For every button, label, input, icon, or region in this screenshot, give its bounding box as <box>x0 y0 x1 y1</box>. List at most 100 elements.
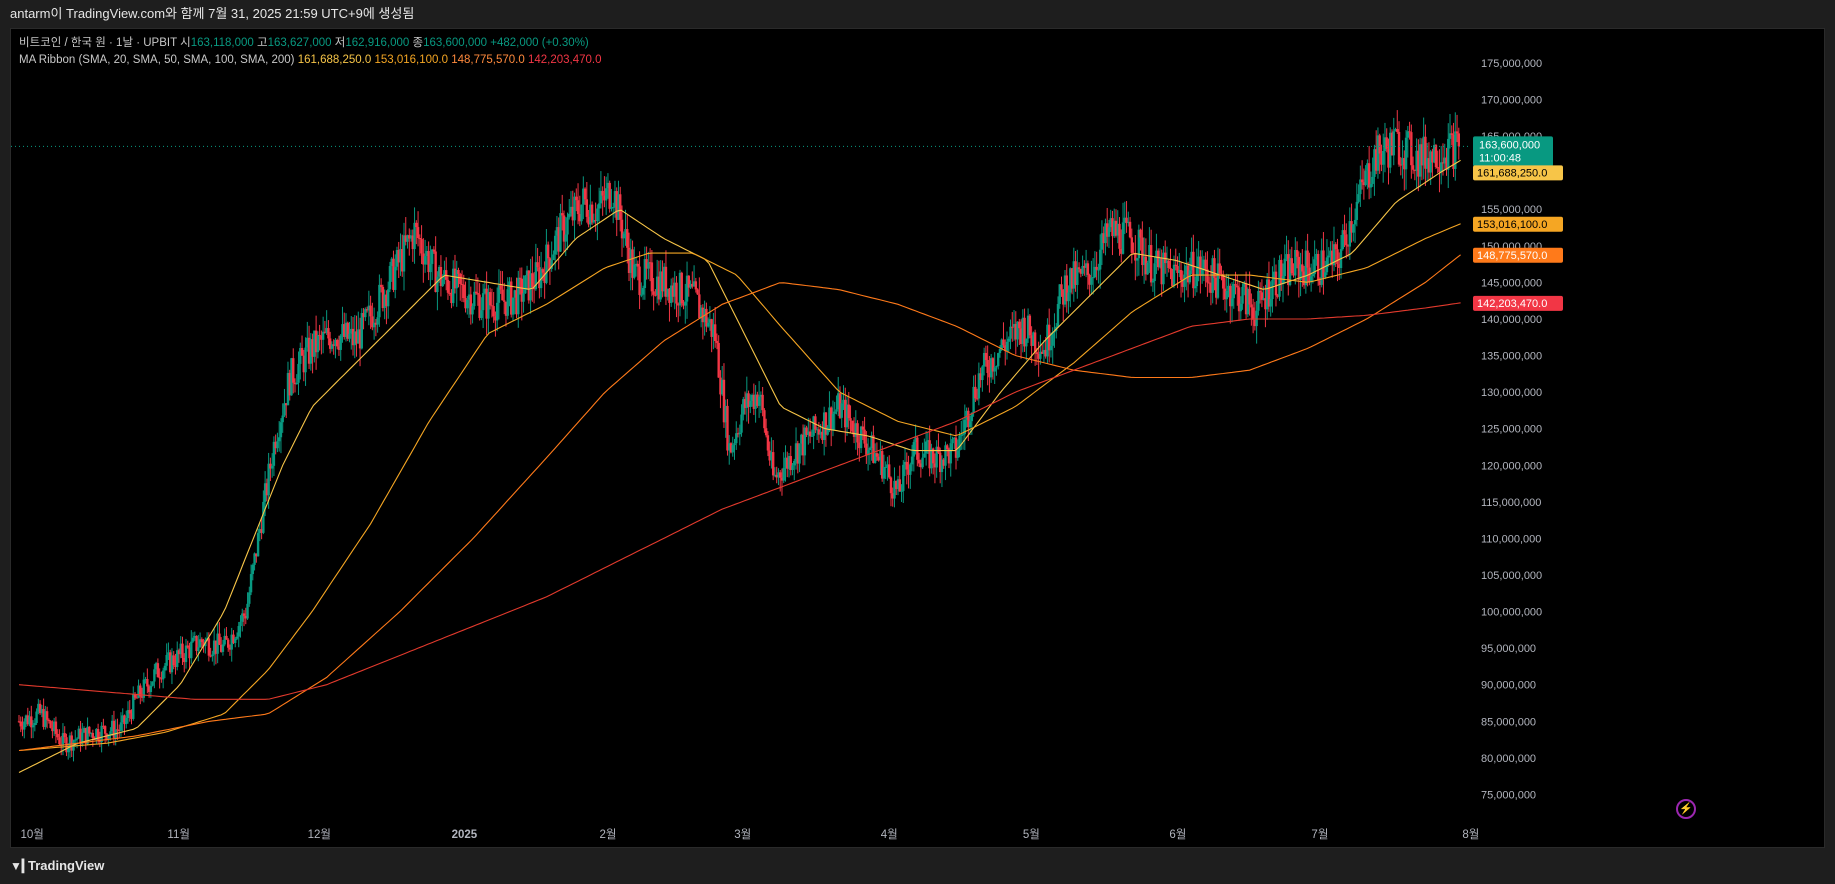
candle-body <box>1445 157 1448 170</box>
candle-body <box>1257 291 1260 311</box>
candle-body <box>216 633 219 654</box>
time-tick-label: 8월 <box>1462 828 1479 841</box>
candle-body <box>1128 221 1132 238</box>
candle-body <box>186 645 189 648</box>
candle-body <box>54 721 58 734</box>
candle-body <box>842 399 845 404</box>
candle-body <box>1397 131 1401 165</box>
candle-body <box>1323 272 1327 278</box>
candle-body <box>696 289 699 295</box>
candle-body <box>413 222 416 250</box>
candle-body <box>784 457 787 468</box>
candle-body <box>808 431 812 437</box>
time-tick-label: 10월 <box>20 828 43 841</box>
tradingview-brand[interactable]: ▼▎TradingView <box>10 858 104 873</box>
candle-body <box>1021 317 1025 344</box>
candle-body <box>541 269 545 273</box>
candle-body <box>1186 265 1190 283</box>
candle-body <box>972 386 975 413</box>
price-tick-label: 75,000,000 <box>1481 789 1536 801</box>
candle-body <box>432 249 436 252</box>
price-tick-label: 170,000,000 <box>1481 95 1542 107</box>
candle-body <box>1035 352 1039 354</box>
candle-body <box>453 268 457 289</box>
candle-body <box>975 398 979 400</box>
candle-body <box>873 453 877 463</box>
candle-body <box>870 435 873 449</box>
ma20-line <box>18 159 1461 773</box>
candle-body <box>1283 258 1286 277</box>
candle-body <box>1121 222 1125 254</box>
candle-body <box>179 643 182 655</box>
candle-body <box>174 665 177 667</box>
candle-body <box>970 412 974 422</box>
chart-area[interactable]: 175,000,000170,000,000165,000,000160,000… <box>10 28 1825 848</box>
lightning-icon[interactable]: ⚡ <box>1676 799 1696 819</box>
price-chart[interactable]: 175,000,000170,000,000165,000,000160,000… <box>11 29 1826 849</box>
candle-body <box>1046 324 1049 357</box>
candle-body <box>137 685 140 698</box>
candle-body <box>230 634 233 650</box>
candle-body <box>1410 132 1413 166</box>
candle-body <box>107 734 110 740</box>
candle-body <box>553 235 557 255</box>
candle-body <box>1167 260 1170 268</box>
candle-body <box>684 301 687 306</box>
ma-value-tag <box>1473 295 1563 311</box>
candle-body <box>288 372 291 396</box>
candle-body <box>726 405 729 451</box>
candle-body <box>1202 259 1206 270</box>
candle-body <box>332 344 335 346</box>
candle-body <box>571 206 574 221</box>
candle-body <box>752 394 756 409</box>
time-tick-label: 12월 <box>308 828 331 841</box>
candle-body <box>1313 259 1316 275</box>
candle-body <box>786 457 789 469</box>
candle-body <box>37 703 40 712</box>
candle-body <box>1223 288 1227 300</box>
candle-body <box>524 275 527 294</box>
candle-body <box>272 441 276 466</box>
close-label: 종 <box>412 37 424 49</box>
candle-body <box>736 433 740 435</box>
candle-body <box>606 182 610 189</box>
candle-body <box>1297 256 1301 280</box>
candle-body <box>655 276 659 296</box>
candle-body <box>460 283 464 285</box>
candle-body <box>624 229 627 234</box>
candle-body <box>1012 324 1016 327</box>
candle-body <box>1074 261 1077 285</box>
ma-value-tag <box>1473 247 1563 263</box>
candle-body <box>91 732 95 739</box>
candle-body <box>801 434 805 456</box>
candle-body <box>116 729 119 731</box>
candle-body <box>761 394 764 411</box>
candle-body <box>1441 162 1445 164</box>
candle-body <box>1072 261 1075 289</box>
candle-body <box>807 431 810 435</box>
candle-body <box>787 456 791 469</box>
candle-body <box>1176 266 1179 273</box>
price-tick-label: 130,000,000 <box>1481 387 1542 399</box>
candle-body <box>817 429 821 435</box>
candle-body <box>1204 259 1207 270</box>
candle-body <box>429 263 432 273</box>
candle-body <box>184 645 188 663</box>
candle-body <box>543 272 546 283</box>
candle-body <box>1373 149 1376 177</box>
candle-body <box>1281 276 1285 284</box>
ma-ribbon-label[interactable]: MA Ribbon (SMA, 20, SMA, 50, SMA, 100, S… <box>19 54 295 66</box>
candle-body <box>566 217 569 235</box>
candle-body <box>351 328 355 346</box>
candle-body <box>745 393 749 408</box>
candle-body <box>161 670 165 680</box>
change-value: +482,000 (+0.30%) <box>490 37 589 49</box>
symbol-name[interactable]: 비트코인 / 한국 원 · 1날 · UPBIT <box>19 37 177 49</box>
candle-body <box>643 259 647 289</box>
candle-body <box>754 394 757 409</box>
candle-body <box>255 553 258 557</box>
candle-body <box>270 465 274 469</box>
time-tick-label: 7월 <box>1311 828 1328 841</box>
candle-body <box>522 293 525 302</box>
candle-body <box>1213 258 1216 278</box>
